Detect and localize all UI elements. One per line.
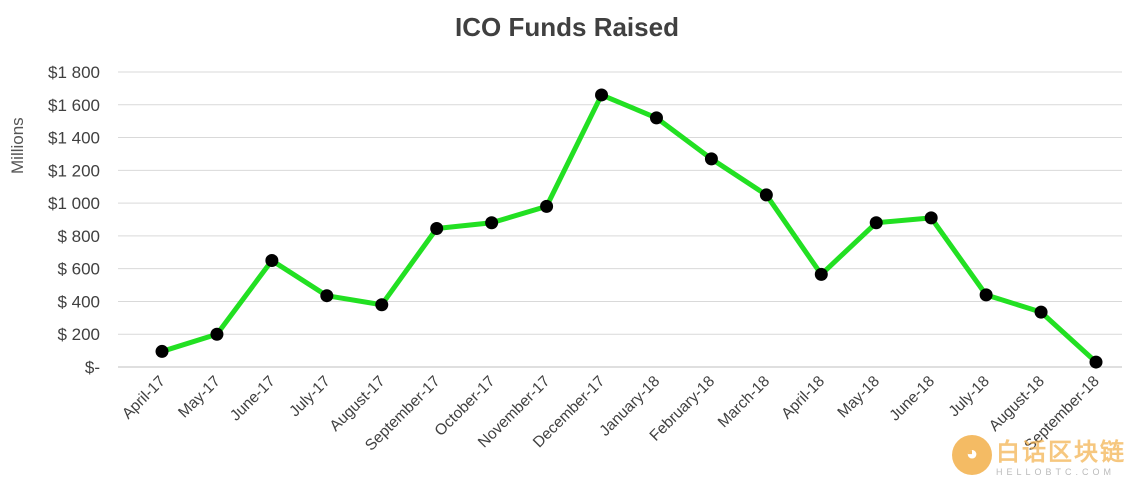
- data-point: [649, 111, 663, 125]
- data-point: [704, 152, 718, 166]
- data-point: [485, 216, 499, 230]
- y-tick-label: $1 600: [48, 96, 100, 115]
- y-tick-label: $-: [85, 358, 100, 377]
- y-tick-label: $1 800: [48, 63, 100, 82]
- data-point: [1034, 305, 1048, 319]
- x-tick-label: July-17: [286, 373, 333, 420]
- y-tick-label: $1 000: [48, 194, 100, 213]
- y-tick-label: $ 800: [57, 227, 100, 246]
- x-tick-label: July-18: [946, 373, 993, 420]
- y-tick-label: $1 200: [48, 161, 100, 180]
- data-point: [1089, 355, 1103, 369]
- data-point: [430, 222, 444, 236]
- watermark-text: 白话区块链 HELLOBTC.COM: [996, 432, 1126, 477]
- x-tick-label: June-18: [886, 373, 938, 425]
- y-tick-label: $ 200: [57, 325, 100, 344]
- data-point: [210, 327, 224, 341]
- x-tick-label: March-18: [715, 373, 773, 431]
- y-tick-label: $1 400: [48, 129, 100, 148]
- x-tick-label: May-18: [834, 373, 883, 422]
- y-tick-label: $ 600: [57, 260, 100, 279]
- data-point: [595, 88, 609, 102]
- data-point: [540, 199, 554, 213]
- x-tick-label: June-17: [227, 373, 279, 425]
- watermark: ◕ 白话区块链 HELLOBTC.COM: [952, 432, 1126, 477]
- data-point: [979, 288, 993, 302]
- data-point: [869, 216, 883, 230]
- data-point: [759, 188, 773, 202]
- series-line: [159, 92, 1099, 365]
- watermark-cn: 白话区块链: [996, 438, 1126, 466]
- chart-title: ICO Funds Raised: [455, 12, 679, 42]
- data-point: [320, 289, 334, 303]
- x-tick-label: April-18: [778, 373, 828, 423]
- y-tick-label: $ 400: [57, 292, 100, 311]
- data-point: [155, 344, 169, 358]
- data-point: [375, 298, 389, 312]
- watermark-en: HELLOBTC.COM: [996, 467, 1116, 477]
- data-point: [924, 211, 938, 225]
- cat-face-icon: ◕: [952, 434, 992, 475]
- x-tick-label: May-17: [175, 373, 224, 422]
- x-tick-label: April-17: [119, 373, 169, 423]
- data-point: [814, 267, 828, 281]
- data-point: [265, 253, 279, 267]
